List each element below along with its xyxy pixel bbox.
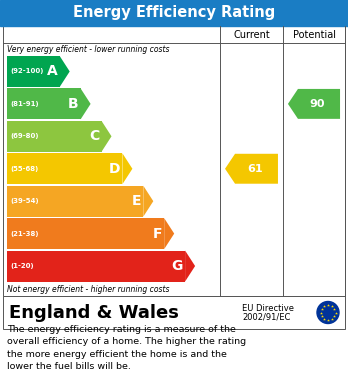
Text: E: E <box>132 194 141 208</box>
Polygon shape <box>122 153 132 184</box>
Bar <box>7 88 81 119</box>
Text: Energy Efficiency Rating: Energy Efficiency Rating <box>73 5 275 20</box>
Polygon shape <box>225 154 278 184</box>
Text: 90: 90 <box>310 99 325 109</box>
Circle shape <box>317 301 339 323</box>
Polygon shape <box>288 89 340 119</box>
Text: EU Directive: EU Directive <box>242 304 294 313</box>
Text: (92-100): (92-100) <box>10 68 44 74</box>
Text: Very energy efficient - lower running costs: Very energy efficient - lower running co… <box>7 45 169 54</box>
Text: B: B <box>68 97 79 111</box>
Bar <box>7 218 164 249</box>
Bar <box>7 56 60 87</box>
Text: (39-54): (39-54) <box>10 198 39 204</box>
Polygon shape <box>185 251 195 282</box>
Polygon shape <box>164 218 174 249</box>
Text: A: A <box>47 65 58 79</box>
Bar <box>7 251 185 282</box>
Bar <box>3 296 345 329</box>
Text: (55-68): (55-68) <box>10 166 38 172</box>
Text: England & Wales: England & Wales <box>9 303 179 321</box>
Polygon shape <box>102 121 111 152</box>
Bar <box>7 153 122 184</box>
Text: G: G <box>172 259 183 273</box>
Text: F: F <box>153 227 162 240</box>
Bar <box>7 186 143 217</box>
Text: 61: 61 <box>247 164 263 174</box>
Text: (1-20): (1-20) <box>10 263 34 269</box>
Polygon shape <box>60 56 70 87</box>
Text: Potential: Potential <box>293 29 335 39</box>
Bar <box>0 0 348 26</box>
Text: The energy efficiency rating is a measure of the
overall efficiency of a home. T: The energy efficiency rating is a measur… <box>7 325 246 371</box>
Text: (69-80): (69-80) <box>10 133 39 139</box>
Text: C: C <box>89 129 100 143</box>
Text: Not energy efficient - higher running costs: Not energy efficient - higher running co… <box>7 285 169 294</box>
Polygon shape <box>81 88 90 119</box>
Polygon shape <box>143 186 153 217</box>
Bar <box>3 26 345 296</box>
Text: D: D <box>109 162 120 176</box>
Text: 2002/91/EC: 2002/91/EC <box>242 312 290 321</box>
Bar <box>7 121 102 152</box>
Text: Current: Current <box>233 29 270 39</box>
Text: (21-38): (21-38) <box>10 231 39 237</box>
Text: (81-91): (81-91) <box>10 101 39 107</box>
